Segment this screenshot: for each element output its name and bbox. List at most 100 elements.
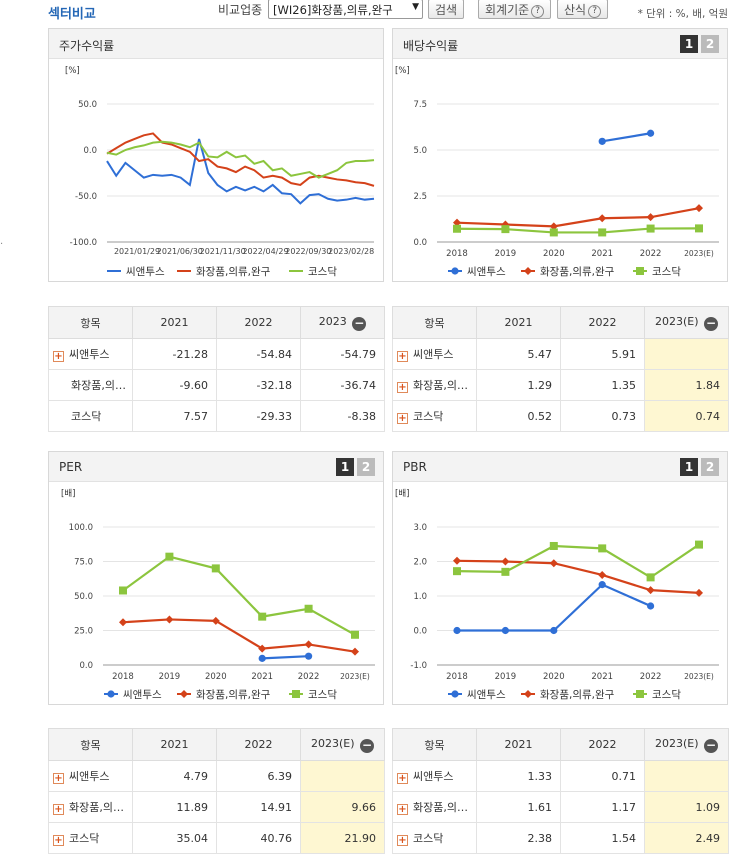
data-point [501,626,509,635]
row-name: + 씨앤투스 [48,760,133,792]
legend-label: 코스닥 [652,266,681,278]
y-tick-label: 50.0 [74,592,93,602]
cell-value: 7.57 [132,400,217,432]
data-point [695,224,703,233]
cell-value: -36.74 [300,369,385,401]
data-point [647,602,655,610]
industry-select-value: [WI26]화장품,의류,완구 [273,3,393,17]
data-point [695,204,703,213]
cell-value: 1.84 [644,369,729,401]
data-point [165,615,174,624]
row-name: + 씨앤투스 [392,760,477,792]
row-name: 화장품,의류,완구 [48,369,133,401]
series-line [457,583,652,632]
table-row: + 씨앤투스 1.33 0.71 [392,760,729,792]
cell-value: 11.89 [132,791,217,823]
panel-title: PBR [403,460,427,474]
help-icon: ? [588,5,602,18]
data-point [451,690,459,698]
search-button[interactable]: 검색 [428,0,465,19]
data-point [598,228,607,237]
data-point [165,552,174,561]
collapse-icon[interactable]: − [704,737,719,753]
panel-title: 주가수익률 [59,39,115,53]
data-point [180,690,188,698]
data-point [598,570,607,579]
table-row: + 씨앤투스 -21.28 -54.84 -54.79 [48,338,385,370]
series-line [456,543,700,579]
column-header-item: 항목 [48,728,133,761]
formula-label: 산식 [564,3,587,17]
column-header: 2023(E) − [644,306,729,339]
expand-icon[interactable]: + [397,773,408,784]
expand-icon[interactable]: + [53,835,64,846]
cell-value: -54.79 [300,338,385,370]
y-tick-label: 2.0 [413,558,427,568]
table-row: + 씨앤투스 4.79 6.39 [48,760,385,792]
collapse-icon[interactable]: − [360,737,375,753]
cell-value: -54.84 [216,338,301,370]
x-tick-label: 2021 [591,672,613,682]
chevron-down-icon: ▼ [412,2,419,12]
cell-value: 1.33 [476,760,561,792]
column-header-item: 항목 [392,306,477,339]
page-2-button[interactable]: 2 [701,35,719,53]
x-tick-label: 2021/11/30 [200,247,246,256]
column-header: 2021 [132,728,217,761]
column-header-item: 항목 [48,306,133,339]
expand-icon[interactable]: + [397,804,408,815]
expand-icon[interactable]: + [397,351,408,362]
page-1-button[interactable]: 1 [680,35,698,53]
table-row: 코스닥 7.57 -29.33 -8.38 [48,400,385,432]
page-1-button[interactable]: 1 [680,458,698,476]
page-2-button[interactable]: 2 [357,458,375,476]
data-point [351,630,359,639]
x-tick-label: 2019 [495,249,517,259]
expand-icon[interactable]: + [53,804,64,815]
expand-icon[interactable]: + [397,413,408,424]
y-tick-label: 7.5 [413,100,427,110]
row-name-label: 화장품,의류,완구 [413,801,476,814]
expand-icon[interactable]: + [53,351,64,362]
table-header-row: 항목 2021 2022 2023(E) − [48,728,385,761]
legend-label: 코스닥 [308,689,337,701]
expand-icon[interactable]: + [397,835,408,846]
page-2-button[interactable]: 2 [701,458,719,476]
collapse-icon[interactable]: − [352,315,367,331]
row-name-label: 씨앤투스 [69,348,110,361]
series-line [262,655,309,660]
y-tick-label: 75.0 [74,558,93,568]
x-tick-label: 2018 [446,672,468,682]
table-row: + 코스닥 35.04 40.76 21.90 [48,822,385,854]
collapse-icon[interactable]: − [704,315,719,331]
industry-select[interactable]: [WI26]화장품,의류,완구 ▼ [268,0,423,19]
table-row: + 화장품,의류,완구 1.29 1.35 1.84 [392,369,729,401]
expand-icon[interactable]: + [397,382,408,393]
data-point [646,213,655,222]
row-name-label: 씨앤투스 [413,770,454,783]
help-icon: ? [531,5,545,18]
legend-label: 씨앤투스 [123,689,162,701]
column-header-label: 2023(E) [654,314,699,328]
x-tick-label: 2020 [543,672,565,682]
column-header: 2021 [132,306,217,339]
series-line [456,227,700,234]
cell-value: 21.90 [300,822,385,854]
data-point [598,544,607,553]
expand-icon[interactable]: + [53,773,64,784]
row-name: + 씨앤투스 [48,338,133,370]
data-point [598,214,607,223]
accounting-standard-button[interactable]: 회계기준? [478,0,552,19]
row-name-label: 코스닥 [69,832,100,845]
row-name-label: 씨앤투스 [69,770,110,783]
table-row: + 코스닥 2.38 1.54 2.49 [392,822,729,854]
formula-button[interactable]: 산식? [557,0,609,19]
page-1-button[interactable]: 1 [336,458,354,476]
y-tick-label: 0.0 [79,661,93,671]
data-point [305,652,313,660]
column-header: 2023 − [300,306,385,339]
data-point [304,640,313,649]
column-header: 2022 [216,306,301,339]
